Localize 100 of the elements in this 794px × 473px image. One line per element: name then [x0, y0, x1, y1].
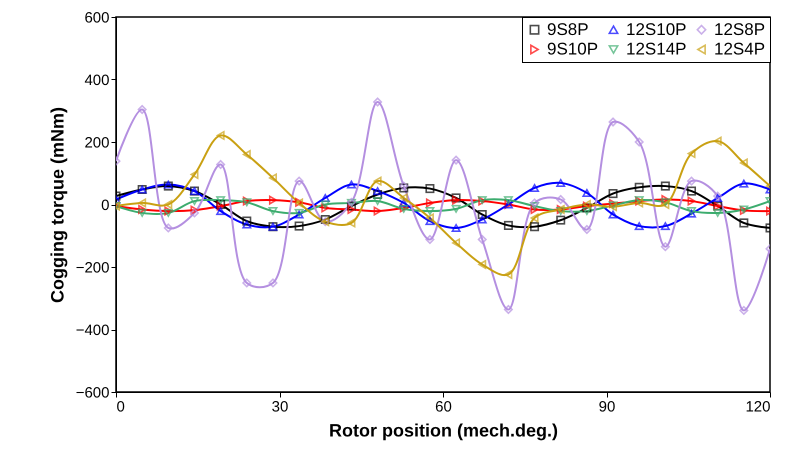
point [478, 215, 487, 224]
point [478, 260, 486, 270]
y-tick-label: −200 [76, 260, 110, 276]
y-tick-label: −400 [76, 322, 110, 339]
point [164, 223, 173, 232]
legend-label: 9S8P [547, 20, 589, 39]
point [138, 204, 146, 214]
point [687, 186, 696, 196]
y-tick-label: 0 [101, 197, 110, 214]
y-tick-label: −600 [76, 384, 110, 402]
point [504, 220, 513, 230]
point [713, 194, 722, 202]
point [216, 196, 226, 204]
point [688, 149, 696, 158]
point [530, 198, 540, 208]
point [452, 224, 461, 232]
point [687, 176, 696, 186]
point [582, 188, 592, 197]
point [190, 197, 199, 206]
point [320, 194, 330, 202]
point [346, 180, 356, 189]
point [478, 234, 487, 244]
y-tick-label: 200 [84, 134, 110, 152]
point [740, 158, 748, 168]
point [687, 210, 696, 218]
legend-label: 12S4P [714, 40, 766, 58]
point [608, 210, 618, 219]
point [530, 222, 540, 232]
point [294, 176, 304, 186]
point [425, 217, 434, 226]
point [320, 214, 330, 224]
point [608, 201, 618, 210]
point [216, 160, 226, 170]
point [739, 180, 748, 188]
point [714, 136, 722, 146]
point [504, 270, 512, 280]
point [242, 278, 252, 288]
point [294, 222, 304, 231]
point [634, 182, 644, 192]
point [426, 213, 434, 222]
point [608, 189, 618, 198]
point [400, 193, 408, 202]
point [242, 150, 251, 160]
point [452, 156, 461, 165]
point [530, 204, 539, 214]
point [268, 196, 277, 205]
point [164, 208, 173, 217]
point [242, 216, 252, 226]
legend-label: 12S8P [714, 20, 766, 39]
point [321, 203, 330, 212]
point [608, 117, 618, 127]
point [634, 222, 644, 230]
point [190, 170, 198, 180]
point [452, 193, 461, 202]
x-axis-title: Rotor position (mech.deg.) [329, 420, 558, 440]
point [530, 213, 539, 222]
point [164, 200, 172, 210]
point [556, 216, 566, 225]
legend-label: 9S10P [547, 40, 598, 58]
point [242, 220, 252, 229]
x-tick-label: 30 [272, 398, 288, 416]
point [452, 238, 460, 248]
point [347, 218, 356, 228]
point [530, 202, 540, 210]
point [426, 198, 434, 208]
point [373, 97, 382, 107]
x-tick-label: 120 [745, 398, 770, 416]
point [660, 222, 670, 230]
point [660, 182, 670, 191]
point [478, 210, 487, 220]
point [452, 196, 460, 205]
point [346, 202, 356, 211]
point [374, 176, 382, 186]
point [216, 130, 225, 140]
point [556, 178, 566, 187]
point [347, 204, 356, 214]
point [634, 137, 644, 147]
x-tick-label: 0 [116, 398, 125, 416]
point [373, 187, 382, 196]
x-tick-label: 90 [598, 398, 616, 416]
point [216, 207, 226, 216]
point [425, 207, 434, 216]
point [582, 224, 592, 234]
y-axis-title: Cogging torque (mNm) [48, 107, 68, 303]
point [660, 198, 670, 206]
point [374, 206, 382, 216]
point [268, 278, 278, 288]
point [739, 218, 748, 228]
x-tick-label: 60 [435, 398, 452, 416]
point [190, 208, 199, 218]
point [713, 208, 722, 217]
point [268, 207, 278, 216]
point [138, 198, 146, 208]
point [373, 197, 382, 206]
point [582, 207, 592, 216]
point [660, 242, 670, 252]
point [190, 206, 198, 215]
point [504, 304, 513, 314]
legend-label: 12S14P [626, 40, 686, 58]
y-tick-label: 600 [84, 10, 110, 26]
